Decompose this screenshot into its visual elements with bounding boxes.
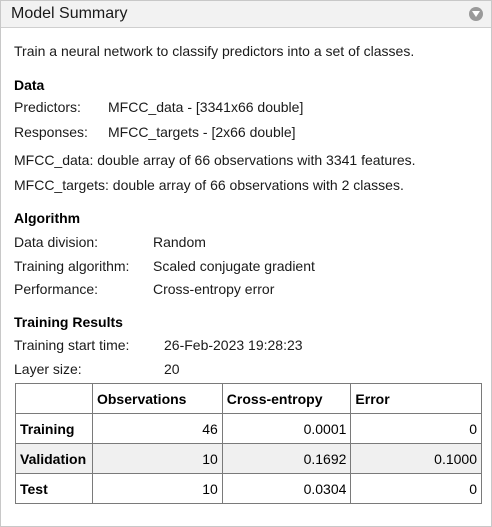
column-header: Cross-entropy: [221, 383, 352, 414]
panel-titlebar: Model Summary: [1, 1, 491, 28]
algorithm-heading: Algorithm: [14, 210, 81, 226]
cross-entropy-cell: 0.0001: [221, 413, 352, 444]
table-row: Test 10 0.0304 0: [15, 473, 482, 504]
error-cell: 0: [350, 413, 482, 444]
results-value: 26-Feb-2023 19:28:23: [164, 337, 303, 353]
algorithm-label: Data division:: [14, 234, 99, 250]
data-description: MFCC_data: double array of 66 observatio…: [14, 152, 416, 168]
cross-entropy-cell: 0.1692: [221, 443, 352, 474]
panel-title: Model Summary: [11, 5, 128, 22]
table-row: Validation 10 0.1692 0.1000: [15, 443, 482, 474]
data-heading: Data: [14, 77, 45, 93]
row-label: Training: [15, 413, 93, 444]
chevron-down-icon[interactable]: [469, 7, 483, 21]
intro-text: Train a neural network to classify predi…: [14, 43, 415, 59]
targets-description: MFCC_targets: double array of 66 observa…: [14, 177, 404, 193]
row-label: Validation: [15, 443, 93, 474]
column-header: [15, 383, 93, 414]
cross-entropy-cell: 0.0304: [221, 473, 352, 504]
algorithm-value: Scaled conjugate gradient: [153, 258, 315, 274]
algorithm-label: Training algorithm:: [14, 258, 130, 274]
table-row: Training 46 0.0001 0: [15, 413, 482, 444]
algorithm-value: Random: [153, 234, 206, 250]
error-cell: 0: [350, 473, 482, 504]
table-header-row: Observations Cross-entropy Error: [15, 383, 482, 414]
results-value: 20: [164, 361, 180, 377]
predictors-label: Predictors:: [14, 99, 81, 115]
error-cell: 0.1000: [350, 443, 482, 474]
training-results-heading: Training Results: [14, 314, 123, 330]
results-table: Observations Cross-entropy Error Trainin…: [15, 383, 482, 504]
results-label: Training start time:: [14, 337, 130, 353]
observations-cell: 46: [91, 413, 223, 444]
observations-cell: 10: [91, 443, 223, 474]
results-label: Layer size:: [14, 361, 82, 377]
column-header: Observations: [91, 383, 223, 414]
responses-label: Responses:: [14, 124, 88, 140]
row-label: Test: [15, 473, 93, 504]
observations-cell: 10: [91, 473, 223, 504]
responses-value: MFCC_targets - [2x66 double]: [108, 124, 296, 140]
predictors-value: MFCC_data - [3341x66 double]: [108, 99, 304, 115]
column-header: Error: [350, 383, 482, 414]
algorithm-label: Performance:: [14, 281, 99, 297]
algorithm-value: Cross-entropy error: [153, 281, 275, 297]
